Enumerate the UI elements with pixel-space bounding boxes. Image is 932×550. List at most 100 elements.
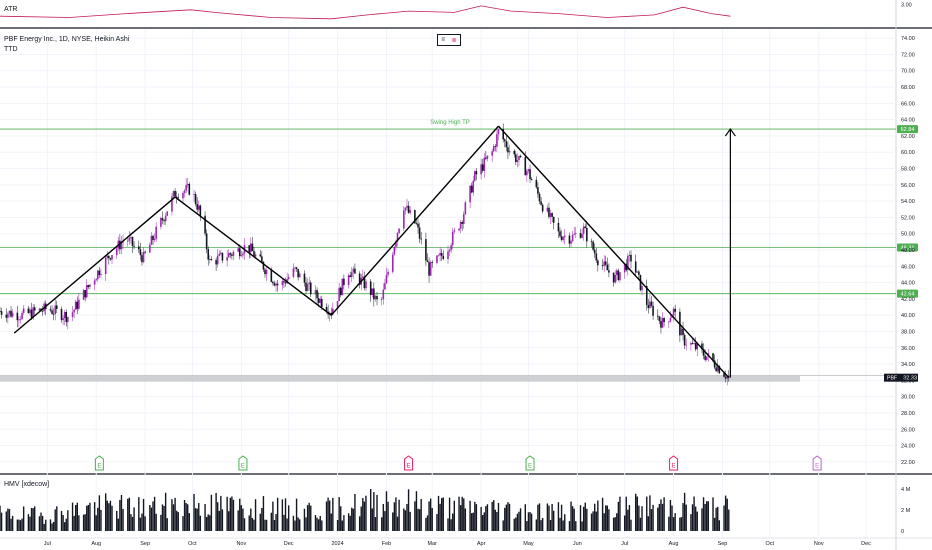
volume-bar — [701, 508, 703, 531]
volume-pane: 4 M 2 M 0 — [0, 487, 911, 535]
volume-bar — [261, 507, 263, 531]
volume-bar — [418, 509, 421, 531]
candle-body — [581, 233, 583, 238]
candle-body — [153, 238, 156, 241]
candle-body — [254, 254, 257, 257]
volume-bar — [19, 520, 22, 531]
candle-body — [149, 244, 151, 253]
candle-body — [232, 251, 235, 256]
volume-bar — [551, 503, 553, 531]
hide-icon[interactable]: ≡ — [441, 37, 445, 43]
candle-body — [505, 141, 508, 148]
candle-body — [122, 241, 124, 243]
y-tick-label: 40.00 — [901, 313, 915, 319]
candle-body — [516, 160, 519, 163]
candle-body — [67, 317, 69, 323]
candle-body — [384, 283, 386, 290]
candle-body — [491, 151, 493, 156]
candle-body — [78, 299, 80, 309]
volume-bar — [308, 502, 310, 531]
volume-bar — [370, 489, 372, 531]
candle-body — [623, 263, 626, 273]
candle-body — [417, 223, 419, 228]
y-tick-label: 56.00 — [901, 183, 915, 189]
volume-bar — [297, 517, 299, 531]
candle-body — [464, 202, 467, 215]
volume-bar — [497, 502, 500, 531]
volume-bar — [150, 507, 153, 531]
candle-body — [251, 243, 254, 252]
volume-bar — [562, 520, 564, 531]
volume-bar — [707, 501, 709, 531]
y-tick-label: 36.00 — [901, 346, 915, 352]
volume-bar — [347, 513, 350, 531]
candle-body — [636, 271, 639, 273]
candle-body — [82, 290, 85, 300]
volume-bar — [668, 516, 670, 531]
candle-body — [398, 228, 400, 233]
candle-body — [682, 328, 684, 336]
y-tick-label: 28.00 — [901, 411, 915, 417]
volume-bar — [166, 518, 168, 531]
candle-body — [549, 213, 552, 217]
earnings-icon — [238, 455, 248, 471]
candle-body — [660, 321, 662, 328]
candle-body — [451, 231, 454, 246]
candle-body — [674, 308, 676, 312]
volume-bar — [657, 507, 659, 531]
volume-bar — [259, 513, 261, 531]
candle-body — [557, 222, 560, 232]
volume-bar — [527, 512, 530, 531]
candle-body — [548, 207, 550, 217]
candle-body — [480, 164, 482, 175]
volume-bar — [108, 503, 110, 531]
volume-bar — [270, 512, 273, 531]
candle-body — [242, 253, 244, 256]
volume-bar — [724, 495, 727, 531]
candle-body — [332, 308, 334, 315]
y-tick-label: 52.00 — [901, 215, 915, 221]
candle-body — [183, 190, 186, 193]
y-tick-label: 32.00 — [901, 378, 915, 384]
earnings-icon — [94, 455, 104, 471]
volume-bar — [685, 504, 687, 531]
candle-body — [93, 280, 96, 285]
volume-bar — [428, 501, 430, 531]
volume-bar — [295, 498, 298, 531]
candle-body — [19, 318, 22, 320]
candle-body — [172, 191, 175, 197]
candle-body — [139, 249, 142, 256]
symbol-title[interactable]: PBF Energy Inc., 1D, NYSE, Heikin Ashi — [4, 36, 130, 43]
candle-body — [373, 288, 375, 300]
volume-bar — [71, 502, 74, 531]
volume-bar — [41, 515, 44, 531]
candle-body — [133, 245, 135, 247]
candle-body — [32, 307, 34, 319]
x-tick-label: Jul — [44, 541, 51, 547]
volume-bar — [417, 508, 419, 531]
candle-body — [97, 270, 99, 280]
volume-bar — [109, 500, 112, 531]
candle-body — [641, 285, 643, 291]
volume-bar — [508, 503, 511, 531]
candle-body — [161, 217, 164, 221]
volume-bar — [351, 507, 353, 531]
y-tick-label: 54.00 — [901, 199, 915, 205]
volume-bar — [507, 502, 509, 531]
volume-bar — [310, 505, 312, 531]
current-price-label: 32.33 — [903, 376, 917, 382]
candle-body — [683, 335, 686, 346]
candle-body — [661, 318, 664, 328]
volume-bar — [728, 509, 730, 531]
candle-body — [325, 307, 328, 312]
volume-bar — [519, 508, 522, 531]
y-tick-label: 74.00 — [901, 36, 915, 42]
volume-bar — [723, 505, 725, 531]
volume-bar — [30, 507, 33, 531]
remove-icon[interactable]: ⊗ — [451, 37, 457, 44]
volume-bar — [537, 504, 539, 531]
volume-bar — [16, 519, 19, 531]
indicator-label[interactable]: TTD — [4, 46, 18, 53]
volume-bar — [628, 505, 631, 531]
